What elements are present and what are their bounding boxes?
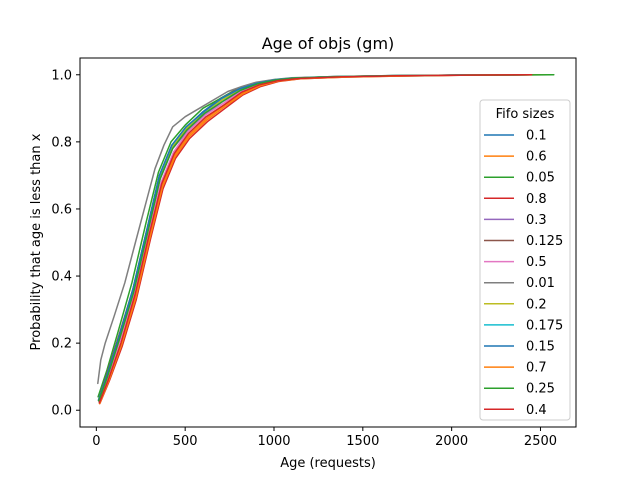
series-line-13 (98, 74, 533, 404)
legend-title: Fifo sizes (496, 107, 555, 122)
legend-label: 0.3 (526, 213, 547, 228)
legend-label: 0.7 (526, 361, 547, 376)
legend-items: 0.1 0.6 0.05 0.8 0.3 0.125 0.5 0.01 0.2 0.175 0.15… (484, 129, 563, 418)
x-axis: 0 500 1000 1500 2000 2500 (92, 427, 557, 449)
legend-label: 0.5 (526, 255, 547, 270)
legend-label: 0.2 (526, 297, 547, 312)
y-tick-label: 0.0 (51, 404, 72, 419)
x-tick-label: 500 (173, 434, 198, 449)
x-tick-label: 2000 (435, 434, 468, 449)
y-tick-label: 0.4 (51, 270, 72, 285)
legend-label: 0.01 (526, 276, 555, 291)
y-tick-label: 0.6 (51, 202, 72, 217)
y-tick-label: 0.8 (51, 135, 72, 150)
legend-label: 0.05 (526, 171, 555, 186)
plot-frame (79, 57, 577, 428)
legend-label: 0.6 (526, 150, 547, 165)
legend-label: 0.175 (526, 318, 563, 333)
x-tick-label: 2500 (524, 434, 557, 449)
chart-title: Age of objs (gm) (262, 34, 395, 53)
legend-label: 0.8 (526, 192, 547, 207)
y-tick-label: 0.2 (51, 337, 72, 352)
series-layer (97, 74, 555, 405)
legend-box (479, 99, 571, 421)
legend: Fifo sizes 0.10.60.050.80.30.1250.50.010… (479, 99, 571, 421)
x-axis-label: Age (requests) (280, 456, 376, 471)
legend-label: 0.125 (526, 234, 563, 249)
x-tick-label: 1000 (257, 434, 290, 449)
y-axis-label: Probability that age is less than x (29, 133, 44, 350)
legend-label: 0.15 (526, 340, 555, 355)
x-tick-label: 1500 (346, 434, 379, 449)
x-tick-label: 0 (92, 434, 100, 449)
legend-label: 0.4 (526, 403, 547, 418)
y-axis: 0.0 0.2 0.4 0.6 0.8 1.0 (51, 68, 80, 419)
legend-label: 0.25 (526, 382, 555, 397)
legend-label: 0.1 (526, 129, 547, 144)
y-tick-label: 1.0 (51, 68, 72, 83)
